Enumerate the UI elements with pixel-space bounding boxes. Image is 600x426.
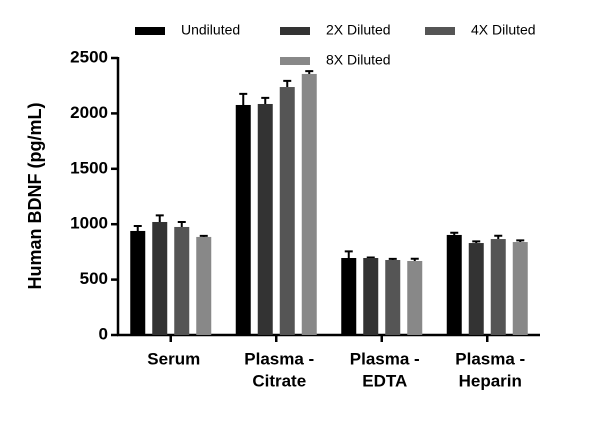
y-tick-label: 1500 [70, 158, 108, 177]
error-bar [133, 224, 142, 231]
bar [512, 242, 528, 335]
x-tick-label: Citrate [252, 371, 306, 390]
error-bar [305, 70, 314, 74]
bar [152, 221, 168, 335]
error-bar [177, 220, 186, 227]
bar [235, 104, 251, 335]
x-tick-label: Serum [147, 349, 200, 368]
error-bar [516, 239, 525, 243]
bar [468, 243, 484, 335]
bar [196, 236, 212, 335]
error-bar [450, 231, 459, 235]
legend-label: 4X Diluted [471, 22, 536, 38]
error-bar [388, 257, 397, 260]
error-bar [344, 250, 353, 258]
legend-swatch [425, 27, 455, 35]
error-bar [472, 240, 481, 244]
bar [257, 103, 273, 336]
x-tick-label: Heparin [459, 371, 522, 390]
y-axis-title: Human BDNF (pg/mL) [25, 103, 45, 290]
bar [407, 260, 423, 335]
bar [363, 257, 379, 335]
error-bar [494, 234, 503, 240]
legend-swatch [280, 57, 310, 65]
x-tick-label: EDTA [362, 371, 407, 390]
legend-swatch [280, 27, 310, 35]
bar [279, 87, 295, 335]
bar [446, 234, 462, 335]
x-tick-label: Plasma - [350, 349, 420, 368]
y-tick-label: 2000 [70, 103, 108, 122]
legend-swatch [135, 27, 165, 35]
error-bar [366, 256, 375, 259]
legend-label: Undiluted [181, 22, 240, 38]
bar [341, 257, 357, 335]
y-tick-label: 2500 [70, 47, 108, 66]
error-bar [199, 234, 208, 237]
error-bar [239, 92, 248, 105]
bar [301, 73, 317, 335]
bar [130, 230, 146, 335]
x-tick-label: Plasma - [455, 349, 525, 368]
error-bar [283, 79, 292, 88]
bar [490, 239, 506, 335]
legend-label: 2X Diluted [326, 22, 391, 38]
y-tick-label: 0 [99, 324, 108, 343]
error-bar [410, 257, 419, 261]
y-tick-label: 500 [80, 269, 108, 288]
x-tick-label: Plasma - [244, 349, 314, 368]
legend-label: 8X Diluted [326, 52, 391, 68]
error-bar [155, 214, 164, 222]
y-tick-label: 1000 [70, 214, 108, 233]
bar [174, 226, 190, 335]
bar [385, 259, 401, 335]
error-bar [261, 96, 270, 104]
